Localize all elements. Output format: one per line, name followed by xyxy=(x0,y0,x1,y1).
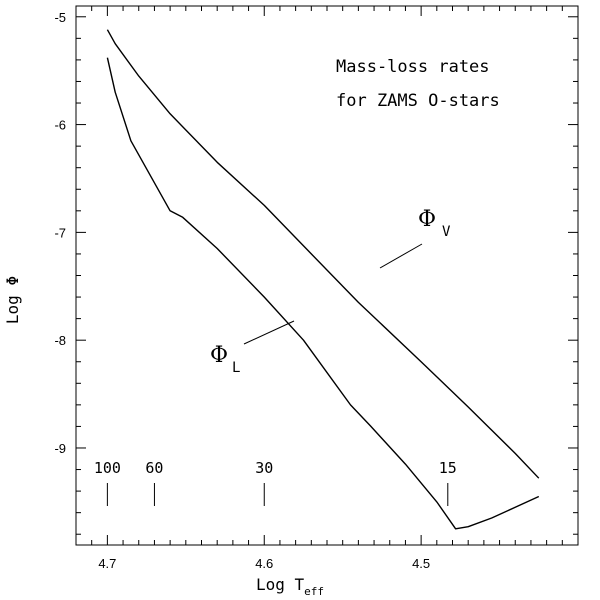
series-v-symbol: Φ xyxy=(418,207,436,232)
x-axis-label: Log Teff xyxy=(256,575,324,598)
x-axis-label-sub: eff xyxy=(304,585,324,598)
series-l-symbol: Φ xyxy=(210,343,228,368)
y-axis: -5 -6 -7 -8 -9 xyxy=(54,10,578,535)
y-axis-label: Log Φ xyxy=(3,276,22,324)
series-l-pointer xyxy=(243,320,295,345)
y-tick-label: -8 xyxy=(54,333,66,348)
series-l-label: Φ L xyxy=(210,343,240,376)
series-l-subscript: L xyxy=(232,360,240,376)
series-line-l xyxy=(106,57,540,530)
series-v-subscript: V xyxy=(442,224,451,240)
mass-marker-label: 15 xyxy=(439,459,457,477)
x-axis-label-main: Log T xyxy=(256,575,305,594)
x-tick-label: 4.7 xyxy=(98,556,116,571)
y-tick-label: -9 xyxy=(54,441,66,456)
y-tick-label: -6 xyxy=(54,118,66,133)
annotation-line-1: Mass-loss rates xyxy=(336,57,490,77)
mass-marker-label: 60 xyxy=(145,459,163,477)
annotation-line-2: for ZAMS O-stars xyxy=(336,91,500,111)
y-tick-label: -5 xyxy=(54,10,66,25)
series-line-v xyxy=(106,29,540,479)
y-tick-label: -7 xyxy=(54,225,66,240)
mass-markers: 100 60 30 15 xyxy=(94,459,457,506)
mass-marker-label: 30 xyxy=(255,459,273,477)
x-tick-label: 4.6 xyxy=(255,556,273,571)
x-tick-label: 4.5 xyxy=(412,556,430,571)
series-v-pointer xyxy=(379,243,423,269)
mass-marker-label: 100 xyxy=(94,459,121,477)
series-v-label: Φ V xyxy=(418,207,451,240)
series-layer xyxy=(106,29,540,530)
x-axis: 4.7 4.6 4.5 xyxy=(75,6,579,571)
